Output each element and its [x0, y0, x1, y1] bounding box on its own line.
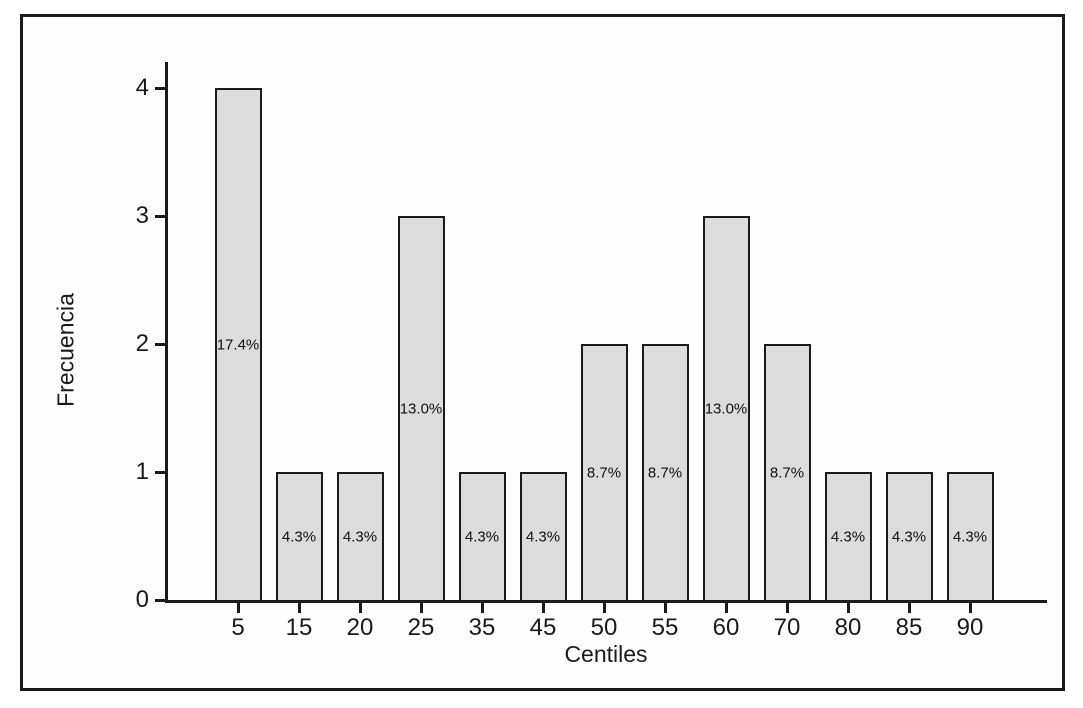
bar-percent-label: 4.3%: [830, 528, 866, 546]
y-axis-title: Frecuencia: [52, 293, 79, 407]
bar-percent-label: 17.4%: [216, 336, 260, 354]
bar-percent-label: 4.3%: [464, 528, 500, 546]
bar: 4.3%: [519, 472, 567, 600]
x-axis-tick-label: 35: [468, 614, 496, 641]
bar: 4.3%: [885, 472, 933, 600]
bar: 17.4%: [214, 88, 262, 600]
x-axis-tick: [663, 603, 667, 613]
x-axis-tick: [236, 603, 240, 613]
x-axis-tick: [419, 603, 423, 613]
y-axis-tick: [155, 342, 165, 346]
bar-percent-label: 4.3%: [342, 528, 378, 546]
bar-percent-label: 4.3%: [525, 528, 561, 546]
y-axis-tick: [155, 214, 165, 218]
bar-percent-label: 8.7%: [647, 464, 683, 482]
bar-percent-label: 13.0%: [399, 400, 443, 418]
bar: 4.3%: [336, 472, 384, 600]
bar: 8.7%: [580, 344, 628, 600]
x-axis-tick-label: 25: [407, 614, 435, 641]
x-axis-tick-label: 90: [956, 614, 984, 641]
y-axis-tick-label: 4: [135, 74, 149, 101]
chart-frame: Frecuencia 0 1 2 3 4 17.4% 5 4.3% 15 4.3% 20 13.0% 2…: [20, 14, 1065, 691]
x-axis-tick-label: 50: [590, 614, 618, 641]
x-axis-tick: [724, 603, 728, 613]
x-axis-tick-label: 80: [834, 614, 862, 641]
y-axis-tick: [155, 86, 165, 90]
bar: 4.3%: [275, 472, 323, 600]
x-axis-tick-label: 60: [712, 614, 740, 641]
bar-percent-label: 13.0%: [704, 400, 748, 418]
x-axis-tick-label: 15: [285, 614, 313, 641]
x-axis-title: Centiles: [564, 641, 648, 667]
x-axis-tick: [846, 603, 850, 613]
bar-percent-label: 8.7%: [586, 464, 622, 482]
x-axis-tick-label: 20: [346, 614, 374, 641]
bar-percent-label: 4.3%: [281, 528, 317, 546]
x-axis-tick: [297, 603, 301, 613]
bar: 4.3%: [946, 472, 994, 600]
x-axis-tick: [480, 603, 484, 613]
x-axis-tick: [785, 603, 789, 613]
bar: 13.0%: [397, 216, 445, 600]
x-axis-tick-label: 5: [231, 614, 245, 641]
x-axis-tick: [602, 603, 606, 613]
x-axis-tick-label: 55: [651, 614, 679, 641]
plot-area: 0 1 2 3 4 17.4% 5 4.3% 15 4.3% 20 13.0% 25 4.3% 35 4.3%…: [136, 62, 1047, 640]
x-axis-tick-label: 70: [773, 614, 801, 641]
bar-percent-label: 4.3%: [891, 528, 927, 546]
bar-percent-label: 8.7%: [769, 464, 805, 482]
bar: 8.7%: [641, 344, 689, 600]
x-axis-tick-label: 85: [895, 614, 923, 641]
y-axis-tick: [155, 598, 165, 602]
y-axis-tick-label: 0: [135, 586, 149, 613]
x-axis-tick: [968, 603, 972, 613]
y-axis-tick-label: 1: [135, 458, 149, 485]
bar: 13.0%: [702, 216, 750, 600]
bar: 4.3%: [824, 472, 872, 600]
y-axis-tick-label: 3: [135, 202, 149, 229]
x-axis-tick: [907, 603, 911, 613]
bar: 4.3%: [458, 472, 506, 600]
x-axis-tick: [541, 603, 545, 613]
y-axis-tick: [155, 470, 165, 474]
x-axis-tick-label: 45: [529, 614, 557, 641]
x-axis-tick: [358, 603, 362, 613]
y-axis-tick-label: 2: [135, 330, 149, 357]
bar: 8.7%: [763, 344, 811, 600]
bar-percent-label: 4.3%: [952, 528, 988, 546]
